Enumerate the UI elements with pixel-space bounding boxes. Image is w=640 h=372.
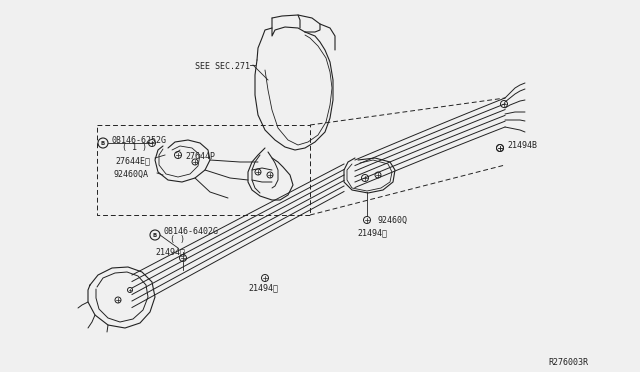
Text: SEE SEC.271: SEE SEC.271 <box>195 62 250 71</box>
Text: R276003R: R276003R <box>548 358 588 367</box>
Text: 08146-6252G: 08146-6252G <box>112 136 167 145</box>
Text: ( 1 ): ( 1 ) <box>122 143 147 152</box>
Text: 21494③: 21494③ <box>357 228 387 237</box>
Text: 27644P: 27644P <box>185 152 215 161</box>
Text: 21494B: 21494B <box>507 141 537 150</box>
Text: 21494①: 21494① <box>248 283 278 292</box>
Text: 21494③: 21494③ <box>155 247 185 256</box>
Text: 27644E③: 27644E③ <box>115 156 150 165</box>
Text: 92460QA: 92460QA <box>113 170 148 179</box>
Text: 92460Q: 92460Q <box>378 216 408 225</box>
Text: B: B <box>153 232 157 237</box>
Text: B: B <box>101 141 105 145</box>
Text: 08146-6402G: 08146-6402G <box>163 227 218 236</box>
Text: ( ): ( ) <box>170 235 185 244</box>
